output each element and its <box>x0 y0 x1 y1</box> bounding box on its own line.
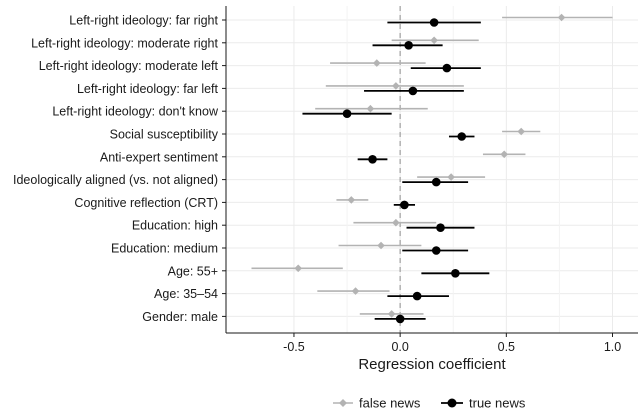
legend-true-news-label: true news <box>469 396 526 411</box>
true-news-point <box>431 246 441 255</box>
axes <box>222 6 638 337</box>
x-tick-label: -0.5 <box>283 340 305 354</box>
chart-marks <box>251 13 613 324</box>
y-tick-label: Left-right ideology: don't know <box>52 105 219 119</box>
y-tick-label: Cognitive reflection (CRT) <box>74 196 218 210</box>
true-news-point <box>429 18 439 27</box>
grid-lines <box>226 6 638 333</box>
y-tick-label: Anti-expert sentiment <box>100 150 219 164</box>
true-news-point <box>408 86 418 96</box>
true-news-point <box>457 132 467 141</box>
y-tick-label: Age: 55+ <box>168 264 218 278</box>
y-tick-label: Ideologically aligned (vs. not aligned) <box>13 173 218 187</box>
false-news-point <box>447 173 455 181</box>
true-news-point <box>451 269 460 278</box>
true-news-point <box>400 200 409 210</box>
false-news-point <box>392 218 400 227</box>
axis-labels: Left-right ideology: far right Left-right… <box>13 14 621 374</box>
true-news-point <box>431 177 441 187</box>
y-tick-label: Education: high <box>132 219 218 233</box>
x-tick-label: 0.0 <box>391 340 408 354</box>
true-news-point <box>404 41 413 50</box>
false-news-point <box>500 150 509 159</box>
false-news-point <box>387 310 396 318</box>
legend-false-news-label: false news <box>359 396 421 411</box>
false-news-point <box>377 241 385 250</box>
y-tick-label: Social susceptibility <box>110 128 219 142</box>
false-news-point <box>294 264 303 273</box>
legend-false-news-icon <box>339 399 347 407</box>
y-tick-label: Left-right ideology: far left <box>77 82 219 96</box>
x-axis-title: Regression coefficient <box>358 356 506 373</box>
false-news-point <box>430 36 438 45</box>
legend-true-news-icon <box>447 398 457 408</box>
true-news-point <box>442 63 452 73</box>
x-tick-label: 0.5 <box>498 340 515 354</box>
y-tick-label: Age: 35–54 <box>154 287 218 301</box>
false-news-point <box>366 104 375 113</box>
y-tick-label: Education: medium <box>111 242 218 256</box>
true-news-point <box>412 291 422 301</box>
y-tick-label: Left-right ideology: moderate left <box>39 59 219 73</box>
legend: false news true news <box>333 396 526 411</box>
false-news-point <box>372 59 381 67</box>
true-news-point <box>395 314 405 324</box>
false-news-point <box>557 13 566 22</box>
true-news-point <box>342 109 352 118</box>
y-tick-label: Gender: male <box>142 310 218 324</box>
x-tick-label: 1.0 <box>604 340 621 354</box>
false-news-point <box>392 82 400 90</box>
true-news-point <box>368 155 377 164</box>
false-news-point <box>517 127 525 136</box>
false-news-point <box>351 287 360 295</box>
y-tick-label: Left-right ideology: moderate right <box>31 36 218 50</box>
true-news-point <box>436 223 445 232</box>
false-news-point <box>347 196 356 204</box>
y-tick-label: Left-right ideology: far right <box>69 14 218 28</box>
